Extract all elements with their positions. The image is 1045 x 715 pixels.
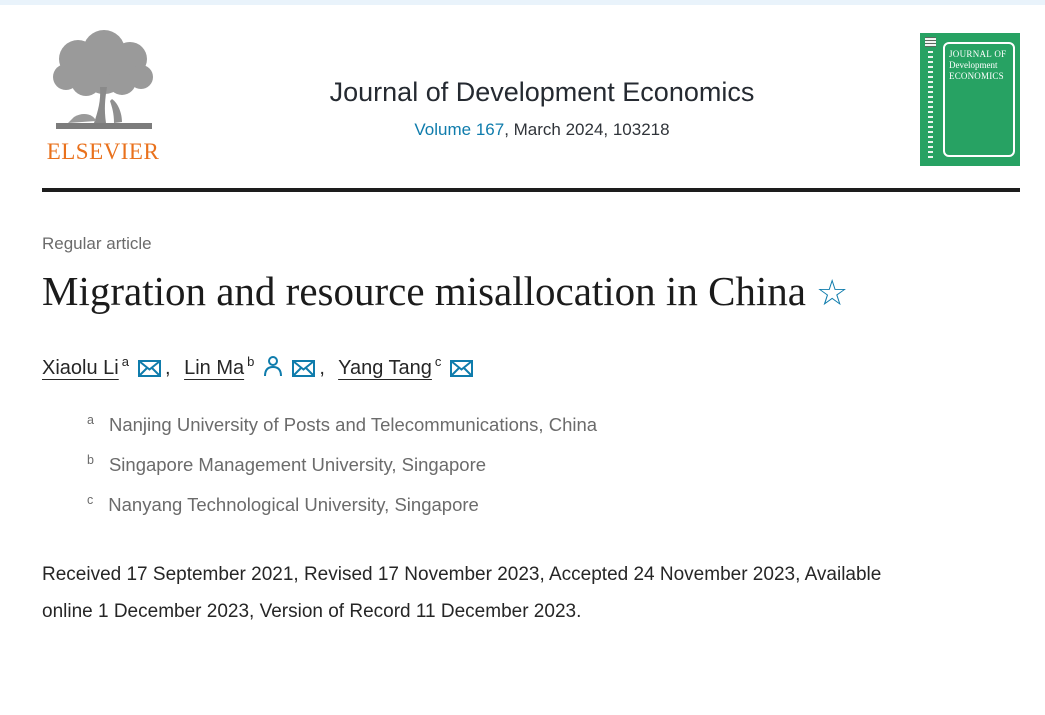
affiliation-item: b Singapore Management University, Singap… bbox=[87, 453, 1003, 476]
email-envelope-icon[interactable] bbox=[450, 359, 474, 383]
journal-title[interactable]: Journal of Development Economics bbox=[329, 77, 755, 107]
cover-title-line3: ECONOMICS bbox=[949, 71, 1004, 81]
elsevier-wordmark: ELSEVIER bbox=[46, 139, 160, 164]
author-item: Xiaolu Li a , bbox=[42, 354, 184, 379]
author-profile-icon[interactable] bbox=[263, 355, 283, 383]
affiliation-text: Nanyang Technological University, Singap… bbox=[108, 494, 479, 516]
author-item: Lin Ma b , bbox=[184, 354, 338, 379]
header-divider bbox=[42, 188, 1020, 192]
author-link[interactable]: Xiaolu Li bbox=[42, 356, 119, 379]
author-separator: , bbox=[164, 356, 171, 379]
page-top-strip bbox=[0, 0, 1045, 5]
article-header: Regular article Migration and resource m… bbox=[0, 234, 1045, 630]
email-envelope-icon[interactable] bbox=[292, 359, 316, 383]
elsevier-logo[interactable]: ELSEVIER bbox=[42, 29, 164, 165]
volume-link[interactable]: Volume 167 bbox=[414, 120, 505, 139]
cover-title-line2: Development bbox=[949, 60, 998, 70]
article-type-label: Regular article bbox=[42, 234, 152, 253]
author-affiliation-sup: a bbox=[121, 354, 129, 370]
cover-title-line1: JOURNAL OF bbox=[949, 49, 1007, 59]
cover-emblem-icon bbox=[925, 37, 936, 47]
affiliation-list: a Nanjing University of Posts and Telecom… bbox=[42, 413, 1003, 516]
affiliation-item: a Nanjing University of Posts and Telecom… bbox=[87, 413, 1003, 436]
affiliation-sup: a bbox=[87, 412, 94, 427]
article-title-text: Migration and resource misallocation in … bbox=[42, 268, 807, 314]
issue-info: , March 2024, 103218 bbox=[504, 120, 670, 139]
author-link[interactable]: Yang Tang bbox=[338, 356, 432, 379]
affiliation-text: Nanjing University of Posts and Telecomm… bbox=[108, 414, 598, 436]
author-affiliation-sup: b bbox=[247, 354, 255, 370]
article-dates: Received 17 September 2021, Revised 17 N… bbox=[42, 564, 882, 623]
affiliation-sup: b bbox=[87, 453, 94, 468]
elsevier-tree-icon bbox=[53, 30, 153, 129]
cover-title: JOURNAL OF Development ECONOMICS bbox=[945, 44, 1013, 82]
author-item: Yang Tang c bbox=[338, 354, 474, 379]
cover-frame: JOURNAL OF Development ECONOMICS bbox=[943, 42, 1015, 157]
author-list: Xiaolu Li a , Lin Ma b , Yang Tang c bbox=[42, 354, 1003, 383]
affiliation-sup: c bbox=[87, 493, 94, 508]
author-separator: , bbox=[319, 356, 325, 379]
footnote-star-icon[interactable]: ☆ bbox=[816, 273, 849, 314]
article-title: Migration and resource misallocation in … bbox=[42, 260, 872, 322]
journal-issue-line: Volume 167, March 2024, 103218 bbox=[164, 120, 920, 140]
journal-cover-image[interactable]: JOURNAL OF Development ECONOMICS bbox=[920, 33, 1020, 166]
affiliation-item: c Nanyang Technological University, Singa… bbox=[87, 493, 1003, 516]
author-affiliation-sup: c bbox=[434, 354, 442, 370]
author-link[interactable]: Lin Ma bbox=[184, 356, 245, 379]
email-envelope-icon[interactable] bbox=[137, 359, 161, 383]
affiliation-text: Singapore Management University, Singapo… bbox=[108, 454, 487, 476]
journal-header: ELSEVIER Journal of Development Economic… bbox=[0, 5, 1045, 166]
cover-spine-text bbox=[928, 51, 933, 158]
journal-title-block: Journal of Development Economics Volume … bbox=[164, 29, 920, 140]
